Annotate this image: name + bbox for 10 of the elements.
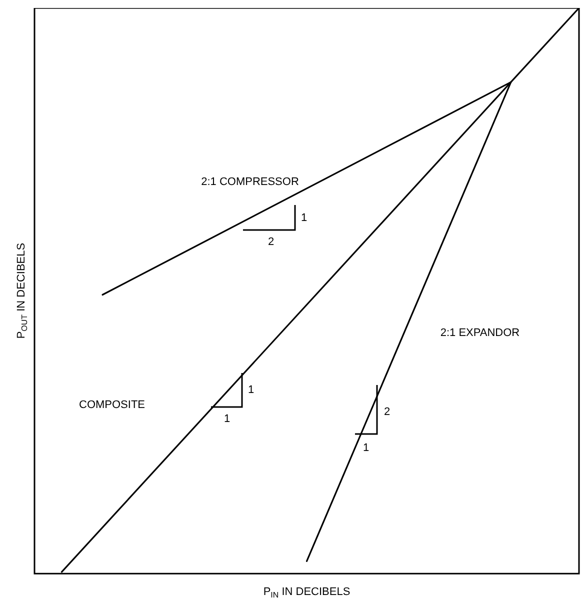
annotation: 2:1 EXPANDOR xyxy=(440,327,520,339)
annotation: 2 xyxy=(384,406,390,418)
y-axis-title: POUT IN DECIBELS xyxy=(16,242,29,339)
annotation: COMPOSITE xyxy=(78,399,146,411)
annotation: 2:1 COMPRESSOR xyxy=(201,176,299,188)
annotation: 1 xyxy=(224,413,230,425)
annotation: 2 xyxy=(268,236,274,248)
annotation: 1 xyxy=(300,212,308,224)
annotation: 1 xyxy=(248,384,254,396)
annotation: 1 xyxy=(362,442,370,454)
